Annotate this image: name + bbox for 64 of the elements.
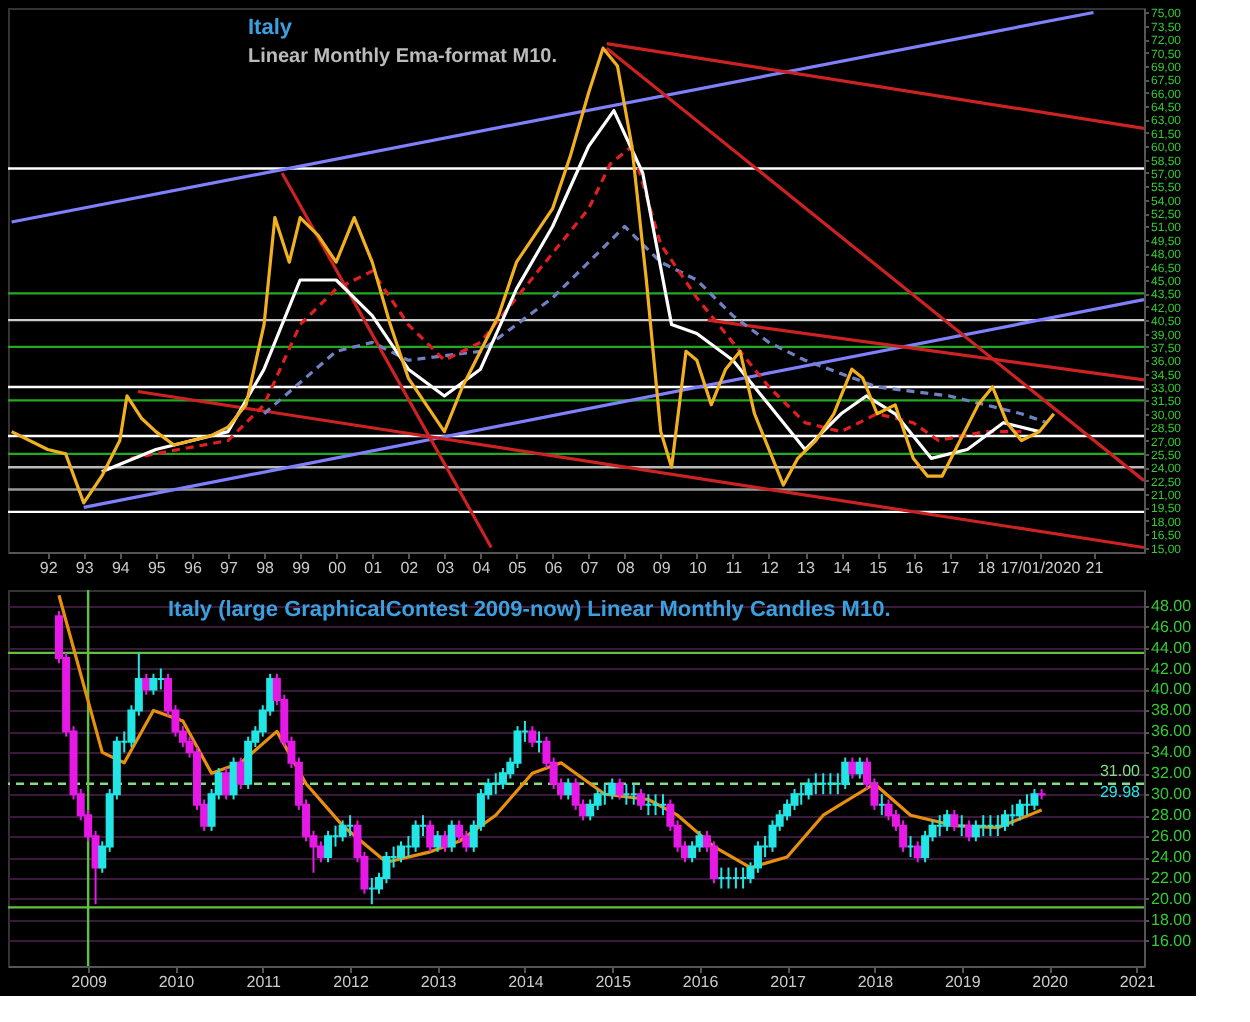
y-tick-label: 30.00 <box>1151 785 1193 804</box>
x-tick-label: 2011 <box>246 973 283 991</box>
y-tick-label: 24.00 <box>1151 848 1193 867</box>
x-tick-label: 15 <box>869 559 889 577</box>
x-tick-label: 2012 <box>333 973 370 991</box>
x-tick-label: 97 <box>220 559 239 577</box>
y-tick-label: 34.00 <box>1151 743 1193 762</box>
x-tick-label: 2017 <box>770 973 807 991</box>
y-tick-label: 22.00 <box>1151 869 1193 888</box>
y-tick-label: 36.00 <box>1151 722 1193 741</box>
y-tick-label: 18.00 <box>1151 910 1193 929</box>
x-tick-label: 10 <box>688 559 708 577</box>
y-tick-label: 46.00 <box>1151 617 1193 636</box>
y-tick-label: 48.00 <box>1151 596 1193 615</box>
y-tick-label: 26.00 <box>1151 827 1193 846</box>
y-tick-label: 28.00 <box>1151 806 1193 825</box>
x-tick-label: 04 <box>472 559 492 577</box>
x-tick-label: 00 <box>328 559 348 577</box>
x-tick-label: 2019 <box>944 973 982 991</box>
y-tick-label: 20.00 <box>1151 889 1193 908</box>
x-tick-label: 2020 <box>1032 973 1069 991</box>
x-tick-label: 98 <box>256 559 276 577</box>
y-tick-label: 32.00 <box>1151 764 1193 783</box>
x-tick-label: 08 <box>616 559 636 577</box>
ref-line-label: 31.00 <box>1099 761 1142 780</box>
text: Linear Monthly Ema-format M10. <box>248 46 558 68</box>
annotation: 29.98 <box>1099 783 1142 802</box>
x-tick-label: 11 <box>725 559 744 577</box>
x-tick-label: 94 <box>111 559 131 577</box>
x-tick-label: 93 <box>75 559 95 577</box>
x-tick-label: 02 <box>400 559 420 577</box>
x-tick-label: 2015 <box>595 973 633 991</box>
y-tick-label: 38.00 <box>1151 701 1193 720</box>
x-tick-label: 92 <box>39 559 59 577</box>
y-tick-label: 40.00 <box>1151 680 1193 699</box>
x-tick-label: 12 <box>761 559 780 577</box>
x-tick-label: 09 <box>652 559 672 577</box>
x-tick-label: 17 <box>941 559 961 577</box>
x-tick-label: 05 <box>508 559 528 577</box>
x-tick-label: 16 <box>905 559 925 577</box>
x-tick-label: 2010 <box>158 973 196 991</box>
x-tick-label: 2021 <box>1119 973 1157 991</box>
y-tick-label: 16.00 <box>1151 931 1193 950</box>
x-tick-label: 2009 <box>71 973 109 991</box>
x-tick-label: 07 <box>580 559 600 577</box>
x-tick-label: 06 <box>544 559 564 577</box>
chart-title: Italy (large GraphicalContest 2009-now) Linear Monthly Candles M10. <box>168 598 891 622</box>
x-tick-label: 01 <box>364 559 384 577</box>
x-tick-label: 2014 <box>508 973 545 991</box>
x-tick-label: 96 <box>184 559 203 577</box>
x-tick-label: 03 <box>436 559 456 577</box>
chart-title: Italy <box>248 16 294 40</box>
y-tick-label: 44.00 <box>1151 638 1193 657</box>
x-tick-label: 17/01/2020 <box>1000 559 1082 577</box>
x-tick-label: 2013 <box>420 973 458 991</box>
x-tick-label: 2018 <box>857 973 895 991</box>
x-tick-label: 18 <box>977 559 997 577</box>
x-tick-label: 13 <box>797 559 816 577</box>
x-tick-label: 21 <box>1085 559 1105 577</box>
x-tick-label: 99 <box>292 559 312 577</box>
y-tick-label: 42.00 <box>1151 659 1193 678</box>
x-tick-label: 14 <box>833 559 853 577</box>
x-tick-label: 95 <box>147 559 167 577</box>
x-tick-label: 2016 <box>682 973 720 991</box>
